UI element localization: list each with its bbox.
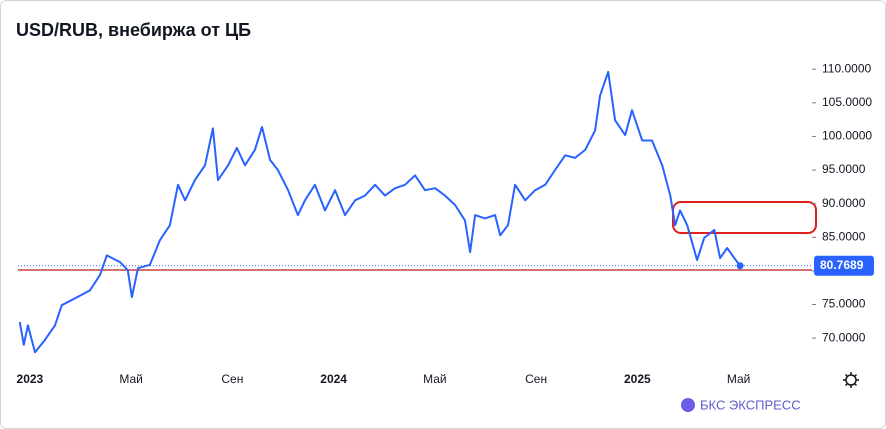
x-tick-label: 2025 (624, 372, 651, 386)
x-tick-label: Сен (525, 372, 547, 386)
y-tick-label: 90.0000 (822, 196, 866, 210)
last-value-label: 80.7689 (820, 258, 864, 272)
y-tick-label: 75.0000 (822, 297, 866, 311)
last-point (736, 262, 744, 270)
x-tick-label: 2024 (320, 372, 347, 386)
settings-icon[interactable] (843, 372, 859, 388)
price-line (18, 70, 741, 354)
x-tick-label: 2023 (17, 372, 44, 386)
x-tick-label: Май (119, 372, 143, 386)
footer-brand: БКС ЭКСПРЕСС (700, 397, 801, 412)
y-tick-label: 95.0000 (822, 162, 866, 176)
y-tick-label: 70.0000 (822, 330, 866, 344)
x-tick-label: Сен (221, 372, 243, 386)
x-tick-label: Май (727, 372, 751, 386)
last-value-box (814, 255, 874, 276)
y-tick-label: 85.0000 (822, 229, 866, 243)
y-tick-label: 105.0000 (822, 95, 872, 109)
chart-title: USD/RUB, внебиржа от ЦБ (16, 20, 251, 40)
x-tick-label: Май (423, 372, 447, 386)
y-tick-label: 100.0000 (822, 129, 872, 143)
y-tick-label: 110.0000 (822, 61, 871, 75)
logo (681, 398, 695, 412)
